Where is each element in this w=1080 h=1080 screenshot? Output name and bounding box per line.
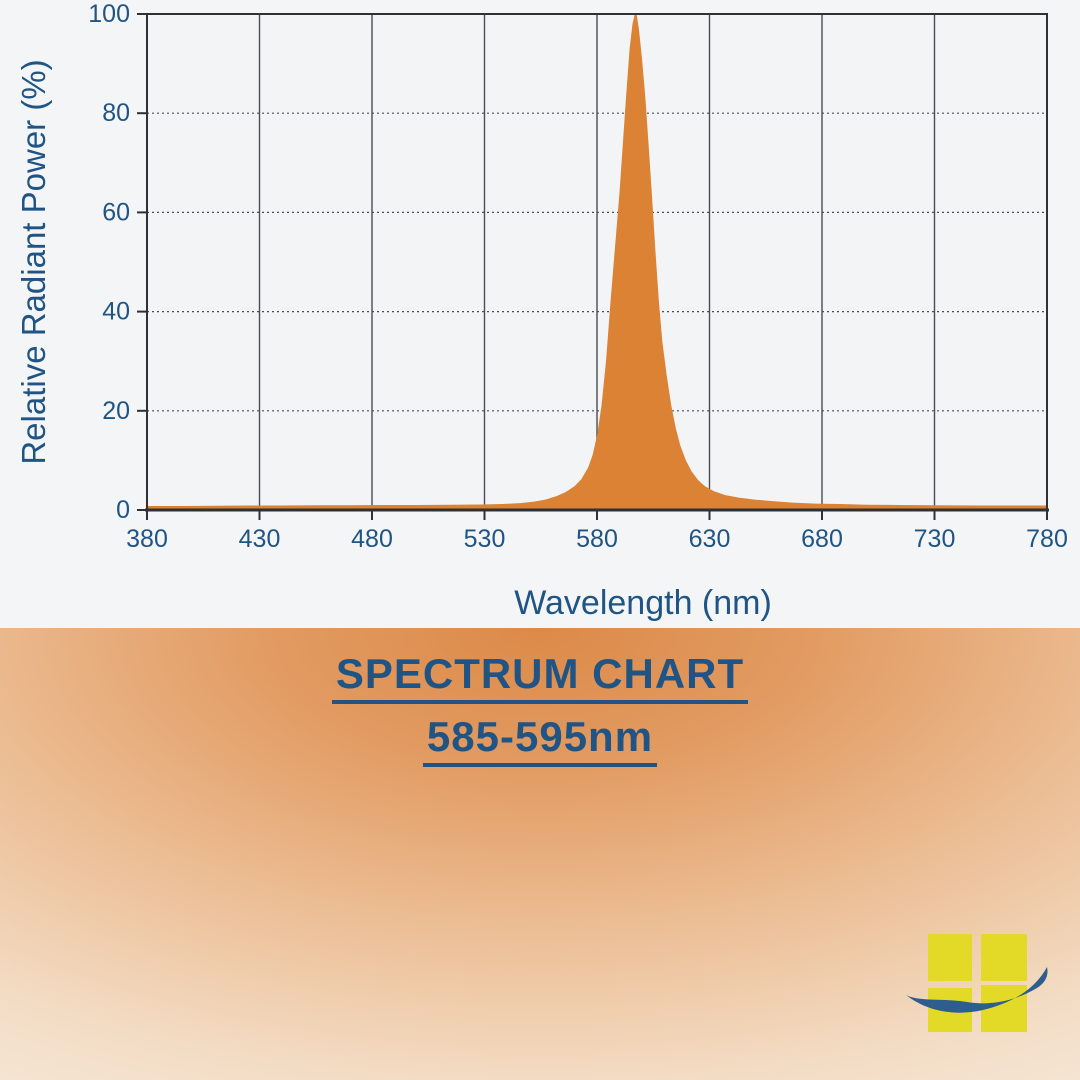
x-tick-label: 580: [576, 525, 618, 553]
y-axis-title: Relative Radiant Power (%): [15, 59, 52, 464]
axis-tick-labels: 380 430 480 530 580 630 680 730 780 0 20 40 60 80 100: [88, 0, 1068, 553]
logo-orbit-swoosh-icon: [906, 967, 1048, 1013]
logo-square-top-right: [981, 934, 1027, 981]
y-tick-label: 80: [102, 99, 130, 127]
y-tick-label: 20: [102, 397, 130, 425]
gridlines: [147, 14, 1047, 510]
company-logo: [906, 934, 1048, 1032]
banner-title-text-2: 585-595nm: [422, 715, 658, 768]
y-tick-label: 40: [102, 298, 130, 326]
banner-titles: SPECTRUM CHART 585-595nm: [0, 628, 1080, 768]
x-tick-label: 780: [1026, 525, 1068, 553]
banner-title-line-1: SPECTRUM CHART: [0, 651, 1080, 705]
x-tick-label: 530: [464, 525, 506, 553]
y-tick-label: 100: [88, 0, 130, 28]
x-tick-label: 630: [689, 525, 731, 553]
axis-ticks: [137, 13, 1048, 520]
spectrum-chart: 380 430 480 530 580 630 680 730 780020406080100 …: [15, 0, 1068, 622]
x-tick-label: 430: [239, 525, 281, 553]
x-tick-label: 480: [351, 525, 393, 553]
banner-title-text-1: SPECTRUM CHART: [331, 651, 749, 705]
banner-title-line-2: 585-595nm: [0, 715, 1080, 768]
logo-square-top-left: [928, 934, 972, 981]
x-tick-label: 730: [914, 525, 956, 553]
y-tick-label: 0: [116, 496, 130, 524]
x-tick-label: 680: [801, 525, 843, 553]
x-axis-title: Wavelength (nm): [514, 584, 772, 622]
spectrum-chart-section: 380 430 480 530 580 630 680 730 780 0 20 40 60 80 100 …: [15, 0, 1068, 622]
y-tick-label: 60: [102, 198, 130, 226]
banner: SPECTRUM CHART 585-595nm: [0, 628, 1080, 1080]
x-tick-label: 380: [126, 525, 168, 553]
